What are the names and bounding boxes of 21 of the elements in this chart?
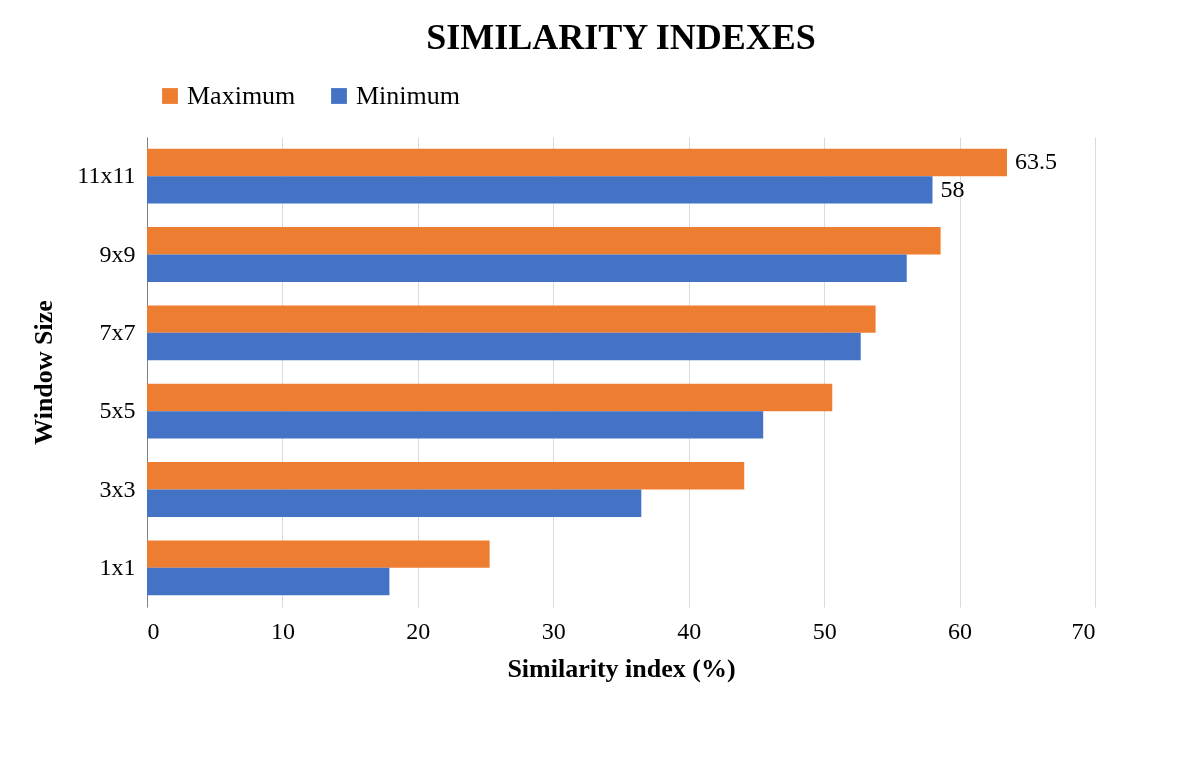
y-tick-label: 5x5 [99,397,136,424]
x-axis-title: Similarity index (%) [507,653,736,683]
x-tick-label: 50 [812,617,837,644]
x-tick-label: 60 [948,617,973,644]
x-tick-label: 40 [677,617,702,644]
legend-label: Minimum [356,81,461,110]
x-tick-label: 0 [147,617,160,644]
legend-label: Maximum [187,81,296,110]
data-label: 63.5 [1014,148,1057,175]
x-tick-label: 30 [541,617,566,644]
x-tick-label: 10 [270,617,295,644]
x-tick-label: 20 [406,617,431,644]
chart-title: SIMILARITY INDEXES [426,17,816,57]
y-tick-label: 1x1 [99,553,136,580]
y-tick-label: 11x11 [77,162,136,189]
y-tick-label: 7x7 [99,318,136,345]
x-tick-label: 70 [1071,617,1096,644]
data-label: 58 [940,175,965,202]
y-tick-label: 3x3 [99,475,136,502]
y-tick-label: 9x9 [99,240,136,267]
y-axis-title: Window Size [29,300,59,445]
